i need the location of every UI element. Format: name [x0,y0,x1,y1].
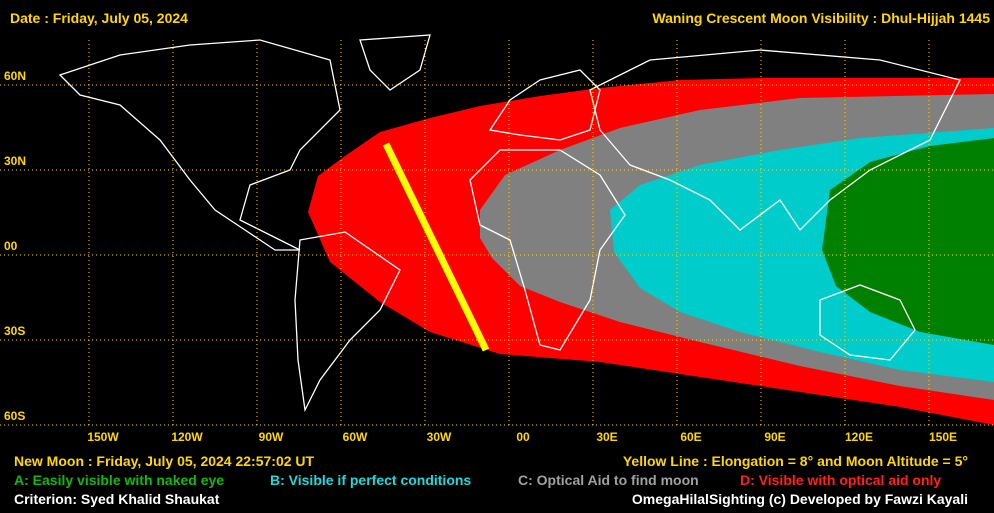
map-title: Waning Crescent Moon Visibility : Dhul-H… [652,10,990,26]
lat-label: 60N [4,69,26,83]
lat-label: 30N [4,154,26,168]
lon-label: 60W [343,430,368,444]
australia [819,284,916,361]
africa [469,149,626,351]
lon-label: 30W [427,430,452,444]
visibility-zones [308,78,994,425]
lon-label: 30E [596,430,617,444]
new-moon: New Moon : Friday, July 05, 2024 22:57:0… [14,453,315,469]
lon-label: 90E [764,430,785,444]
legend-b: B: Visible if perfect conditions [270,472,471,488]
legend-d: D: Visible with optical aid only [740,472,941,488]
lon-label: 00 [516,430,530,444]
europe [488,69,601,141]
zone-a [822,138,994,345]
legend-c: C: Optical Aid to find moon [518,472,699,488]
criterion: Criterion: Syed Khalid Shaukat [14,491,220,507]
legend-a: A: Easily visible with naked eye [14,472,224,488]
graticule [0,40,994,428]
lat-label: 00 [4,239,18,253]
date: Date : Friday, July 05, 2024 [10,10,188,26]
lon-label: 150W [87,430,119,444]
lon-label: 120W [171,430,203,444]
credit: OmegaHilalSighting (c) Developed by Fawz… [632,491,968,507]
coastlines [58,34,961,413]
greenland [359,34,431,91]
lon-label: 60E [680,430,701,444]
yellow-line [382,142,490,352]
asia [589,49,961,232]
yellow-line-note: Yellow Line : Elongation = 8° and Moon A… [623,453,968,469]
lon-label: 150E [929,430,957,444]
lon-label: 120E [845,430,873,444]
lat-label: 30S [4,324,25,338]
axis-labels: 60N 30N 00 30S 60S 150W 120W 90W 60W 30W 00 30E 60E 9… [4,69,957,444]
lat-label: 60S [4,409,25,423]
south-america [294,231,401,413]
north-america [58,39,341,251]
lon-label: 90W [259,430,284,444]
